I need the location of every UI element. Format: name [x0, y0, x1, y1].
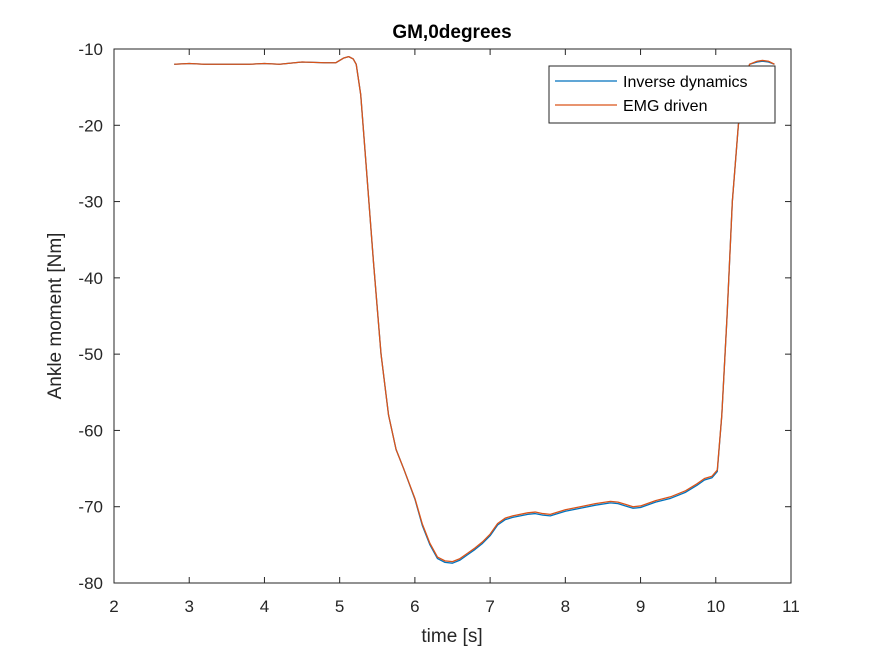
legend-label-inverse-dynamics: Inverse dynamics [623, 74, 748, 91]
x-tick-label: 9 [636, 597, 645, 616]
y-tick-label: -50 [78, 345, 103, 364]
x-tick-label: 7 [485, 597, 494, 616]
x-tick-label: 10 [706, 597, 725, 616]
y-tick-label: -10 [78, 40, 103, 59]
x-tick-label: 2 [109, 597, 118, 616]
x-tick-label: 8 [561, 597, 570, 616]
y-tick-label: -20 [78, 116, 103, 135]
legend[interactable]: Inverse dynamics EMG driven [548, 65, 776, 124]
x-tick-label: 5 [335, 597, 344, 616]
y-tick-label: -40 [78, 269, 103, 288]
plot-area [114, 49, 791, 583]
y-tick-label: -60 [78, 421, 103, 440]
legend-label-emg-driven: EMG driven [623, 98, 707, 115]
x-tick-label: 3 [184, 597, 193, 616]
y-axis-label: Ankle moment [Nm] [45, 233, 66, 400]
y-tick-label: -80 [78, 574, 103, 593]
plot-frame [113, 48, 792, 584]
series-line-emg-driven [174, 55, 775, 563]
ticks-layer: 2 3 4 5 6 7 8 9 10 11 -80 -70 -60 -50 -40 -30 -20 -10 [78, 40, 799, 616]
x-tick-label: 11 [782, 597, 800, 616]
series-layer [174, 55, 775, 564]
y-tick-label: -70 [78, 498, 103, 517]
y-tick-label: -30 [78, 193, 103, 212]
legend-box [548, 65, 776, 124]
x-axis-label: time [s] [421, 626, 482, 647]
chart-title: GM,0degrees [392, 22, 511, 43]
x-tick-label: 6 [410, 597, 419, 616]
x-tick-label: 4 [260, 597, 269, 616]
